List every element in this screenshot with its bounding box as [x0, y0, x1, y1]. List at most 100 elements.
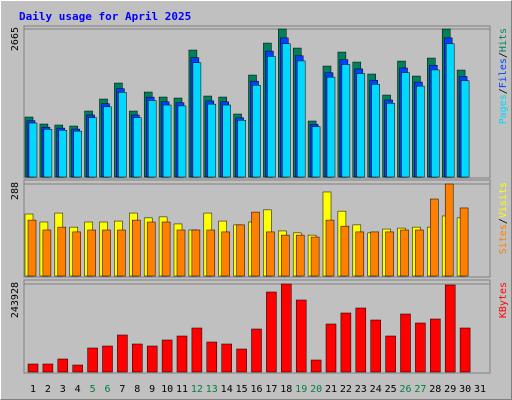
bar — [177, 105, 187, 178]
x-tick-label: 31 — [474, 384, 486, 395]
bar — [28, 122, 38, 178]
bar — [267, 56, 276, 178]
bar — [416, 85, 425, 178]
bar — [87, 347, 98, 373]
bar — [444, 284, 456, 373]
x-tick-label: 17 — [265, 384, 277, 395]
bar — [42, 363, 54, 373]
x-tick-label: 3 — [60, 384, 66, 395]
legend-entry: Files — [498, 58, 509, 88]
bar — [385, 231, 394, 277]
legend-separator: / — [498, 218, 509, 224]
bar — [27, 219, 37, 277]
bar — [295, 299, 307, 373]
x-tick-label: 26 — [399, 384, 411, 395]
x-tick-label: 28 — [429, 384, 441, 395]
bar — [176, 335, 188, 373]
bar — [161, 221, 171, 277]
x-tick-label: 12 — [191, 384, 203, 395]
bar — [266, 231, 275, 277]
x-tick-label: 2 — [45, 384, 51, 395]
bar — [42, 229, 52, 277]
bar — [236, 224, 245, 277]
bar — [371, 84, 380, 178]
legend: KBytes — [498, 282, 509, 318]
bar — [311, 126, 321, 178]
x-tick-label: 13 — [206, 384, 218, 395]
bar — [460, 80, 470, 178]
x-tick-label: 8 — [134, 384, 140, 395]
y-tick-label: 288 — [10, 182, 21, 200]
bar — [117, 229, 126, 277]
legend-separator: / — [498, 88, 509, 94]
bar — [340, 225, 350, 277]
bar — [146, 221, 156, 277]
bar — [295, 234, 305, 277]
x-tick-label: 24 — [370, 384, 382, 395]
bar — [43, 129, 53, 178]
x-tick-label: 1 — [30, 384, 36, 395]
bar — [191, 327, 203, 373]
bar — [146, 345, 158, 373]
x-tick-label: 21 — [325, 384, 337, 395]
bar — [356, 73, 366, 178]
x-tick-label: 29 — [444, 384, 456, 395]
bar — [355, 307, 367, 373]
bar — [341, 64, 351, 178]
bar — [251, 211, 260, 277]
bar — [58, 129, 68, 178]
legend-separator: / — [498, 52, 509, 58]
bar — [326, 76, 336, 178]
x-tick-label: 7 — [119, 384, 125, 395]
bar — [222, 104, 231, 178]
bar — [431, 69, 440, 178]
bar — [102, 345, 113, 373]
x-tick-label: 4 — [75, 384, 81, 395]
bar — [310, 236, 320, 277]
bar — [385, 335, 396, 373]
legend-entry: Visits — [498, 182, 509, 218]
bar — [415, 322, 426, 373]
bar — [459, 327, 471, 373]
x-tick-label: 6 — [104, 384, 110, 395]
x-tick-label: 15 — [236, 384, 248, 395]
bar — [281, 283, 292, 373]
bar — [27, 363, 39, 373]
bar — [459, 207, 469, 277]
bar — [237, 120, 246, 178]
bar — [281, 234, 290, 277]
x-tick-label: 11 — [176, 384, 188, 395]
x-tick-label: 9 — [149, 384, 155, 395]
bar — [103, 106, 112, 178]
x-tick-label: 5 — [90, 384, 96, 395]
x-tick-label: 20 — [310, 384, 322, 395]
bar — [102, 229, 111, 277]
bar — [162, 104, 172, 178]
legend: Pages/Files/Hits — [498, 28, 509, 124]
bar — [400, 313, 411, 373]
y-tick-label: 243928 — [10, 282, 21, 318]
bar — [236, 348, 247, 373]
chart-title: Daily usage for April 2025 — [19, 10, 191, 23]
legend-entry: Hits — [498, 28, 509, 52]
bar — [325, 323, 337, 373]
bar — [325, 219, 335, 277]
bar — [72, 231, 81, 277]
bar — [445, 43, 455, 178]
bar — [430, 318, 441, 373]
bar — [355, 231, 365, 277]
legend-entry: KBytes — [498, 282, 509, 318]
bar — [282, 43, 291, 178]
bar — [266, 291, 277, 373]
bar — [206, 341, 218, 373]
bar — [252, 85, 261, 178]
bar — [415, 229, 424, 277]
bar — [192, 62, 202, 178]
bar — [251, 328, 262, 373]
bar — [370, 231, 379, 277]
legend-entry: Sites — [498, 224, 509, 254]
x-tick-label: 27 — [414, 384, 426, 395]
bar — [191, 229, 201, 277]
x-tick-label: 18 — [280, 384, 292, 395]
